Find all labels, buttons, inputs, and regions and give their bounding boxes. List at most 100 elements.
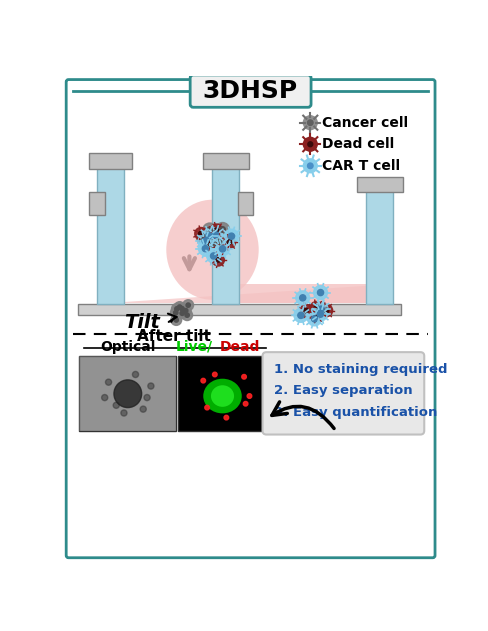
Circle shape: [320, 304, 332, 317]
FancyBboxPatch shape: [89, 192, 104, 215]
Circle shape: [293, 309, 307, 322]
Circle shape: [215, 223, 229, 237]
FancyBboxPatch shape: [178, 356, 266, 431]
FancyBboxPatch shape: [79, 356, 175, 431]
Circle shape: [212, 372, 217, 377]
Circle shape: [219, 246, 225, 252]
Circle shape: [204, 237, 216, 250]
Text: 3. Easy quantification: 3. Easy quantification: [274, 406, 437, 419]
Text: Dead: Dead: [220, 339, 260, 354]
Circle shape: [207, 240, 212, 246]
Circle shape: [214, 228, 218, 232]
Circle shape: [202, 238, 208, 244]
Ellipse shape: [210, 386, 234, 407]
Circle shape: [174, 318, 178, 322]
Circle shape: [303, 138, 317, 151]
Circle shape: [174, 307, 179, 311]
Circle shape: [202, 229, 215, 242]
Circle shape: [198, 242, 212, 256]
FancyBboxPatch shape: [66, 80, 434, 558]
FancyBboxPatch shape: [212, 165, 239, 304]
Polygon shape: [239, 285, 366, 303]
Circle shape: [147, 383, 154, 389]
FancyBboxPatch shape: [238, 192, 253, 215]
Text: After tilt: After tilt: [137, 329, 210, 345]
Circle shape: [180, 307, 184, 311]
Circle shape: [303, 115, 317, 129]
Circle shape: [183, 309, 187, 313]
Circle shape: [198, 234, 212, 248]
Circle shape: [184, 313, 189, 317]
FancyBboxPatch shape: [357, 177, 402, 192]
Circle shape: [132, 372, 138, 377]
Circle shape: [203, 236, 217, 250]
Circle shape: [224, 229, 238, 243]
FancyBboxPatch shape: [366, 188, 393, 304]
Text: Optical: Optical: [100, 339, 155, 354]
Circle shape: [210, 253, 216, 259]
Circle shape: [241, 374, 246, 379]
Circle shape: [206, 227, 212, 233]
Circle shape: [297, 312, 304, 319]
Circle shape: [310, 309, 322, 321]
Circle shape: [204, 238, 219, 252]
Circle shape: [211, 235, 225, 249]
Circle shape: [206, 249, 220, 263]
Text: Dead cell: Dead cell: [321, 138, 393, 151]
Circle shape: [246, 394, 251, 398]
Circle shape: [208, 228, 222, 242]
Circle shape: [105, 379, 111, 386]
Circle shape: [307, 120, 312, 126]
Circle shape: [205, 233, 211, 239]
Text: Cancer cell: Cancer cell: [321, 115, 407, 130]
Circle shape: [210, 240, 215, 245]
FancyBboxPatch shape: [262, 352, 424, 435]
Circle shape: [307, 163, 312, 168]
Circle shape: [174, 302, 184, 312]
Circle shape: [183, 300, 193, 310]
Ellipse shape: [203, 379, 241, 413]
FancyBboxPatch shape: [203, 153, 248, 169]
Circle shape: [204, 405, 209, 410]
Circle shape: [212, 254, 224, 266]
Circle shape: [203, 223, 216, 237]
Circle shape: [295, 291, 309, 305]
Circle shape: [307, 142, 312, 146]
Polygon shape: [78, 304, 400, 316]
Circle shape: [313, 313, 318, 317]
Circle shape: [210, 224, 222, 237]
Circle shape: [113, 402, 119, 408]
Circle shape: [243, 401, 247, 406]
Circle shape: [102, 394, 107, 401]
Circle shape: [114, 380, 142, 408]
Circle shape: [300, 304, 312, 317]
FancyArrowPatch shape: [167, 314, 176, 322]
Circle shape: [212, 232, 218, 238]
Ellipse shape: [166, 199, 258, 300]
Circle shape: [176, 304, 187, 314]
Circle shape: [227, 240, 231, 244]
Circle shape: [307, 312, 321, 326]
Circle shape: [201, 379, 205, 383]
Circle shape: [317, 290, 323, 296]
Circle shape: [196, 231, 210, 245]
Circle shape: [182, 310, 192, 321]
Circle shape: [177, 308, 187, 319]
Text: 3DHSP: 3DHSP: [202, 79, 297, 103]
Circle shape: [185, 303, 190, 307]
Text: Tilt: Tilt: [123, 314, 160, 333]
Circle shape: [207, 241, 212, 246]
Polygon shape: [108, 285, 393, 303]
Text: CAR T cell: CAR T cell: [321, 159, 399, 173]
Text: 2. Easy separation: 2. Easy separation: [274, 384, 412, 397]
Text: Live/: Live/: [175, 339, 212, 354]
Circle shape: [313, 305, 318, 310]
Circle shape: [173, 310, 178, 315]
Circle shape: [303, 309, 308, 313]
Circle shape: [143, 394, 150, 401]
Circle shape: [209, 242, 214, 247]
FancyBboxPatch shape: [97, 165, 123, 304]
Circle shape: [303, 159, 317, 173]
Circle shape: [215, 242, 229, 256]
Circle shape: [311, 316, 317, 322]
